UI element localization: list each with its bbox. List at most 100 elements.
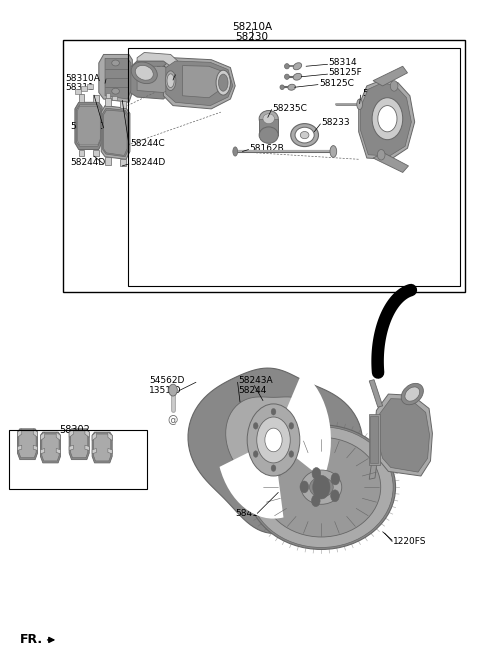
Circle shape [289,451,294,457]
Polygon shape [87,84,93,89]
Polygon shape [92,449,96,454]
Polygon shape [137,53,178,66]
Ellipse shape [112,60,120,66]
Text: 58210A: 58210A [232,22,272,32]
Polygon shape [360,83,411,156]
Polygon shape [69,429,89,460]
Circle shape [289,422,294,429]
Circle shape [313,476,330,499]
Ellipse shape [401,384,423,405]
Ellipse shape [247,425,396,549]
Text: @: @ [168,415,178,425]
Ellipse shape [233,147,238,156]
Text: 58243A: 58243A [239,376,273,386]
Polygon shape [17,429,22,438]
Polygon shape [42,434,59,461]
Ellipse shape [310,477,333,497]
Ellipse shape [263,114,275,124]
Polygon shape [69,445,73,451]
Polygon shape [226,397,321,489]
Ellipse shape [262,438,381,537]
Ellipse shape [216,70,230,95]
Ellipse shape [259,110,278,127]
Circle shape [372,98,403,140]
Text: 58230: 58230 [236,32,268,42]
Polygon shape [106,93,110,98]
Text: 54562D: 54562D [149,376,184,386]
Polygon shape [188,368,362,533]
Polygon shape [369,380,383,407]
Ellipse shape [357,99,362,110]
Polygon shape [19,431,36,458]
Polygon shape [71,431,88,458]
Circle shape [331,490,339,502]
Polygon shape [120,160,126,166]
Polygon shape [374,394,432,476]
Ellipse shape [165,71,176,91]
Polygon shape [370,416,378,463]
Circle shape [168,384,177,396]
Polygon shape [93,150,99,156]
Polygon shape [85,445,89,451]
Bar [63,40,465,292]
Text: 58244D: 58244D [70,158,105,167]
Circle shape [271,465,276,472]
Text: 58163B: 58163B [156,66,191,76]
Circle shape [253,451,258,457]
Polygon shape [108,449,112,454]
Circle shape [312,495,320,507]
Polygon shape [75,89,81,94]
Text: 58161B: 58161B [362,89,397,99]
Polygon shape [69,429,73,438]
Polygon shape [108,432,112,441]
Polygon shape [166,61,233,106]
Polygon shape [377,399,430,472]
Polygon shape [93,95,99,102]
Polygon shape [137,66,170,93]
Polygon shape [17,429,37,460]
Text: 58310A: 58310A [65,74,100,83]
Ellipse shape [218,74,228,91]
Polygon shape [77,106,100,145]
Ellipse shape [280,85,284,89]
Polygon shape [40,432,45,441]
Polygon shape [373,153,408,173]
Circle shape [300,481,309,493]
Ellipse shape [291,124,319,147]
Polygon shape [120,101,126,108]
Polygon shape [94,434,111,461]
Polygon shape [101,106,130,160]
Polygon shape [105,58,131,99]
Polygon shape [112,96,117,101]
Text: 1220FS: 1220FS [393,537,427,546]
Polygon shape [369,414,380,465]
Circle shape [312,468,321,480]
Polygon shape [40,449,45,454]
Text: 58233: 58233 [322,118,350,127]
Text: FR.: FR. [20,633,43,646]
Polygon shape [79,150,84,156]
Text: 58244: 58244 [239,386,267,395]
Bar [9,430,147,489]
Text: 58311: 58311 [65,83,94,92]
Polygon shape [92,432,96,441]
Circle shape [378,106,397,132]
Text: 1351JD: 1351JD [149,386,181,395]
Polygon shape [103,108,129,157]
Polygon shape [259,119,278,135]
Ellipse shape [293,62,301,70]
Polygon shape [17,445,22,451]
Wedge shape [219,440,284,518]
Circle shape [257,417,290,463]
Polygon shape [75,102,102,150]
Polygon shape [163,58,235,109]
Polygon shape [81,86,87,91]
Text: 58411B: 58411B [235,509,270,518]
Ellipse shape [112,88,120,94]
Ellipse shape [295,127,314,143]
Text: 58314: 58314 [328,58,357,68]
Bar [128,48,460,286]
Ellipse shape [288,84,296,90]
Ellipse shape [285,74,289,79]
Circle shape [265,428,282,452]
